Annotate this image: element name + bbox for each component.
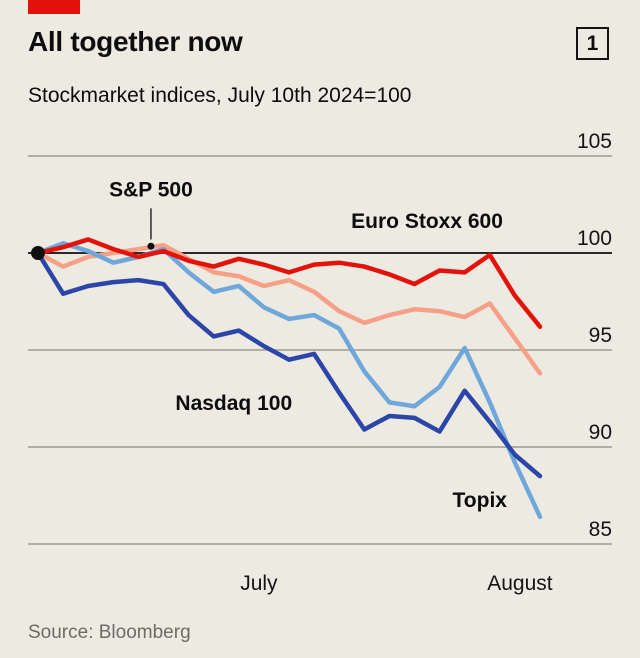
annotation-label-nasdaq-100: Nasdaq 100 [175,392,292,415]
callout-dot [147,242,155,250]
y-tick-label: 85 [589,518,612,541]
series-line-euro-stoxx-600 [35,237,543,329]
economist-red-tab [28,0,80,14]
annotation-label-topix: Topix [453,489,508,512]
y-tick-label: 100 [577,227,612,250]
page-title: All together now [28,26,243,57]
chart-svg: 105 100 95 90 85 July August S&P 500 Euro Stoxx … [28,130,612,595]
x-axis-label: August [487,572,553,595]
source-note: Source: Bloomberg [28,622,191,643]
x-axis-label: July [240,572,278,595]
y-tick-label: 105 [577,130,612,153]
chart-subtitle: Stockmarket indices, July 10th 2024=100 [28,84,412,107]
y-tick-label: 90 [589,421,612,444]
figure-number-badge: 1 [576,27,609,60]
annotation-label-s-p-500: S&P 500 [109,179,193,202]
figure-number: 1 [586,31,599,55]
y-tick-label: 95 [589,324,612,347]
annotation-label-euro-stoxx-600: Euro Stoxx 600 [351,210,503,233]
series-line-nasdaq-100 [35,250,543,479]
start-dot [31,246,45,260]
series-line-topix [35,241,543,520]
